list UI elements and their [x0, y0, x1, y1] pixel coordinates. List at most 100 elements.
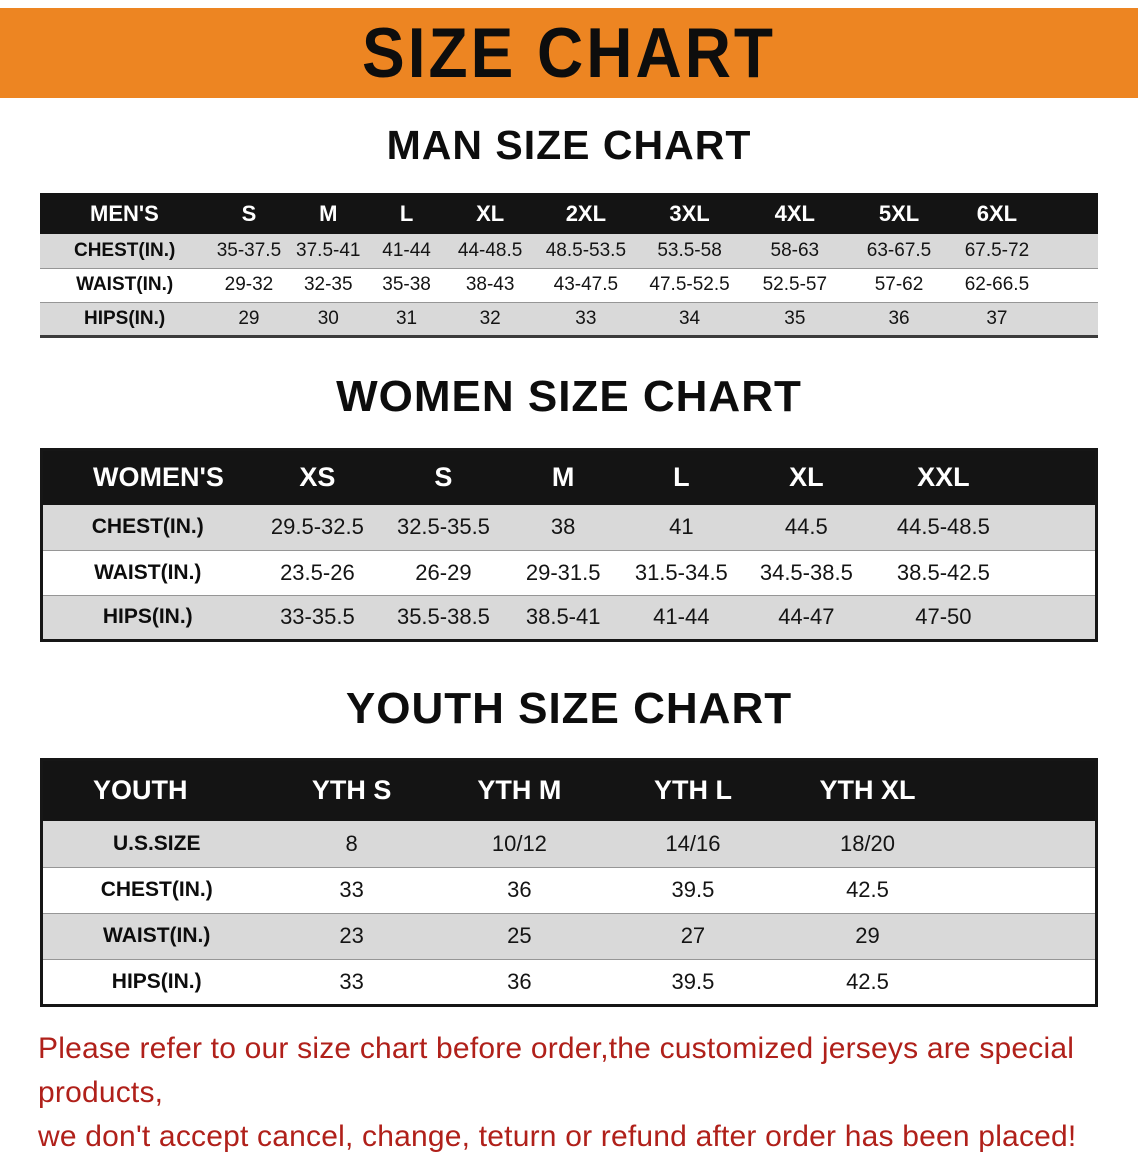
value-cell: 29-31.5	[525, 559, 601, 585]
banner-title: SIZE CHART	[362, 13, 776, 93]
value-cell: 29	[238, 307, 260, 329]
value-cell: 14/16	[665, 830, 721, 856]
row-label-cell: WAIST(IN.)	[76, 274, 174, 295]
value-cell: 42.5	[846, 968, 889, 994]
row-label-cell: HIPS(IN.)	[83, 307, 166, 329]
table-row: WAIST(IN.) 23.5-26 26-29 29-31.5 31.5-34.5 34…	[41, 550, 1097, 595]
value-cell: 23	[339, 923, 364, 948]
row-label-cell: U.S.SIZE	[112, 831, 201, 855]
table-row: U.S.SIZE 8 10/12 14/16 18/20	[41, 821, 1097, 867]
value-cell: 67.5-72	[964, 239, 1030, 261]
value-cell: 39.5	[671, 877, 715, 902]
disclaimer-note: Please refer to our size chart before or…	[38, 1027, 1098, 1159]
table-row: WAIST(IN.) 29-32 32-35 35-38 38-43 43-47.5 47.…	[40, 268, 1098, 302]
women-size-table: WOMEN'S XS S M L XL XXL CHEST(IN.) 29.5-32.5 32.5…	[40, 447, 1098, 642]
value-cell: 23.5-26	[280, 559, 355, 585]
value-cell: 33	[339, 968, 364, 994]
size-column-header: S	[209, 193, 289, 234]
value-cell: 31.5-34.5	[634, 559, 728, 585]
table-row: CHEST(IN.) 29.5-32.5 32.5-35.5 38 41 44.5 44.5…	[41, 505, 1097, 550]
size-column-header: YTH L	[605, 759, 780, 821]
value-cell: 35-37.5	[216, 239, 282, 261]
value-cell: 38-43	[465, 274, 515, 295]
table-row: CHEST(IN.) 35-37.5 37.5-41 41-44 44-48.5 48.5…	[40, 234, 1098, 268]
value-cell: 48.5-53.5	[545, 239, 627, 261]
row-label-cell: CHEST(IN.)	[91, 515, 204, 539]
value-cell: 36	[888, 307, 910, 329]
value-cell: 44.5	[784, 514, 828, 540]
size-column-header: XS	[252, 449, 383, 505]
size-column-header: M	[504, 449, 622, 505]
table-row: HIPS(IN.) 29 30 31 32 33 34 35 36 37	[40, 302, 1098, 336]
table-header-row: WOMEN'S XS S M L XL XXL	[41, 449, 1097, 505]
value-cell: 33-35.5	[280, 604, 355, 629]
row-label-cell: CHEST(IN.)	[100, 878, 213, 901]
size-column-header: 3XL	[636, 193, 743, 234]
value-cell: 37	[986, 307, 1008, 329]
table-row: CHEST(IN.) 33 36 39.5 42.5	[41, 867, 1097, 913]
size-column-header: 5XL	[847, 193, 951, 234]
size-column-header: 6XL	[950, 193, 1098, 234]
size-column-header: YTH XL	[779, 759, 1097, 821]
table-title-cell: WOMEN'S	[41, 449, 253, 505]
value-cell: 44-47	[778, 604, 835, 629]
size-column-header: XXL	[871, 449, 1097, 505]
value-cell: 33	[575, 307, 597, 329]
value-cell: 33	[339, 877, 364, 902]
table-title-cell: YOUTH	[41, 759, 271, 821]
youth-section-heading: YOUTH SIZE CHART	[345, 683, 793, 733]
row-label-cell: HIPS(IN.)	[111, 969, 202, 993]
women-section-heading: WOMEN SIZE CHART	[336, 371, 802, 421]
size-column-header: YTH S	[270, 759, 433, 821]
value-cell: 39.5	[671, 968, 715, 994]
value-cell: 38.5-42.5	[896, 559, 990, 585]
value-cell: 29	[855, 923, 880, 948]
value-cell: 41	[669, 514, 694, 540]
size-column-header: M	[288, 193, 368, 234]
size-column-header: XL	[445, 193, 536, 234]
value-cell: 29.5-32.5	[270, 514, 364, 540]
table-header-row: YOUTH YTH S YTH M YTH L YTH XL	[41, 759, 1097, 821]
value-cell: 25	[507, 923, 532, 948]
value-cell: 35-38	[382, 274, 431, 295]
value-cell: 35.5-38.5	[396, 604, 490, 629]
value-cell: 36	[507, 877, 532, 902]
row-label-cell: HIPS(IN.)	[102, 605, 193, 628]
value-cell: 44.5-48.5	[896, 514, 990, 540]
value-cell: 35	[784, 307, 806, 329]
table-row: HIPS(IN.) 33 36 39.5 42.5	[41, 959, 1097, 1005]
value-cell: 37.5-41	[296, 239, 361, 261]
value-cell: 27	[680, 923, 706, 948]
table-header-row: MEN'S S M L XL 2XL 3XL 4XL 5XL 6XL	[40, 193, 1098, 234]
value-cell: 38.5-41	[525, 604, 601, 629]
row-label-cell: WAIST(IN.)	[103, 924, 211, 947]
value-cell: 10/12	[491, 830, 547, 856]
value-cell: 42.5	[846, 877, 889, 902]
value-cell: 53.5-58	[657, 239, 722, 261]
size-column-header: L	[367, 193, 446, 234]
value-cell: 8	[345, 830, 358, 856]
size-column-header: XL	[740, 449, 872, 505]
men-size-table: MEN'S S M L XL 2XL 3XL 4XL 5XL 6XL CHEST(IN.) 35-37…	[40, 193, 1098, 338]
size-chart-page: { "banner": { "title": "SIZE CHART", "bg…	[0, 8, 1138, 1153]
value-cell: 47.5-52.5	[649, 274, 730, 295]
size-chart-banner: SIZE CHART	[0, 8, 1138, 98]
value-cell: 32.5-35.5	[396, 514, 490, 540]
men-section-heading: MAN SIZE CHART	[386, 122, 752, 168]
value-cell: 62-66.5	[964, 274, 1030, 295]
value-cell: 34.5-38.5	[759, 559, 853, 585]
value-cell: 47-50	[915, 604, 972, 629]
value-cell: 26-29	[415, 559, 472, 585]
value-cell: 30	[317, 307, 339, 329]
row-label-cell: CHEST(IN.)	[73, 239, 176, 261]
table-title-cell: MEN'S	[40, 193, 210, 234]
value-cell: 44-48.5	[457, 239, 523, 261]
value-cell: 41-44	[382, 239, 431, 261]
value-cell: 41-44	[653, 604, 710, 629]
size-column-header: S	[382, 449, 505, 505]
table-row: WAIST(IN.) 23 25 27 29	[41, 913, 1097, 959]
disclaimer-line-1: Please refer to our size chart before or…	[38, 1031, 1075, 1109]
value-cell: 63-67.5	[866, 239, 932, 261]
value-cell: 29-32	[224, 274, 274, 295]
value-cell: 52.5-57	[762, 274, 828, 295]
